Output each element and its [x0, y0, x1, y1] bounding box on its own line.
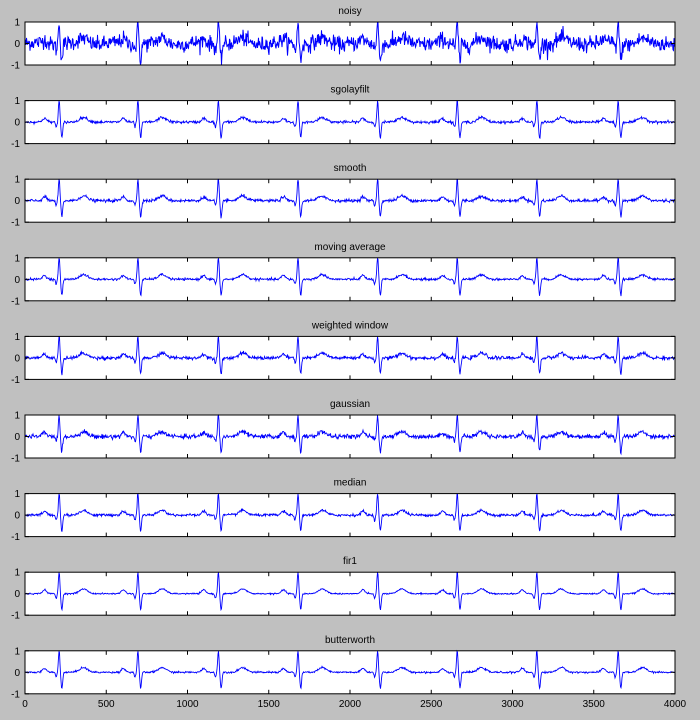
y-tick-label: 0	[14, 275, 20, 286]
y-tick-label: 1	[14, 489, 20, 500]
series-line	[24, 649, 675, 690]
series-line	[24, 178, 676, 219]
y-tick-label: 1	[14, 332, 20, 343]
x-tick-label: 2000	[339, 699, 362, 710]
y-tick-label: 1	[14, 18, 20, 29]
subplot-5: gaussian -1 0 1	[11, 399, 676, 465]
subplot-title: weighted window	[311, 320, 389, 331]
y-tick-label: -1	[11, 296, 20, 307]
subplot-title: moving average	[314, 242, 386, 253]
subplot-title: noisy	[338, 6, 361, 17]
y-tick-label: -1	[11, 689, 20, 700]
y-tick-label: 1	[14, 96, 20, 107]
y-tick-label: 0	[14, 511, 20, 522]
y-tick-label: 1	[14, 253, 20, 264]
x-tick-label: 1000	[176, 699, 199, 710]
x-tick-label: 3000	[501, 699, 524, 710]
subplot-title: fir1	[343, 556, 357, 567]
y-tick-label: 1	[14, 568, 20, 579]
subplot-4: weighted window -1 0 1	[11, 320, 676, 386]
subplot-6: median -1 0 1	[11, 478, 676, 543]
series-line	[24, 20, 676, 65]
x-tick-label: 4000	[664, 699, 687, 710]
x-tick-label: 500	[98, 699, 115, 710]
y-tick-label: 1	[14, 175, 20, 186]
y-tick-label: -1	[11, 532, 20, 543]
subplot-title: median	[334, 478, 367, 489]
y-tick-label: -1	[11, 454, 20, 465]
y-tick-label: -1	[11, 611, 20, 622]
x-tick-label: 2500	[420, 699, 443, 710]
subplot-1: sgolayfilt -1 0 1	[11, 85, 676, 150]
x-tick-label: 1500	[258, 699, 281, 710]
series-line	[24, 571, 676, 612]
y-tick-label: 0	[14, 118, 20, 129]
series-line	[24, 335, 676, 376]
subplot-2: smooth -1 0 1	[11, 163, 676, 229]
y-tick-label: 0	[14, 589, 20, 600]
plot-area	[25, 22, 675, 65]
y-tick-label: -1	[11, 375, 20, 386]
y-tick-label: 1	[14, 646, 20, 657]
y-tick-label: -1	[11, 218, 20, 229]
subplot-3: moving average -1 0 1	[11, 242, 676, 307]
subplot-7: fir1 -1 0 1	[11, 556, 676, 622]
subplot-title: butterworth	[325, 635, 375, 646]
y-tick-label: -1	[11, 61, 20, 72]
series-line	[24, 413, 676, 456]
series-line	[24, 100, 676, 139]
y-tick-label: 0	[14, 668, 20, 679]
subplot-0: noisy -1 0 1	[11, 6, 676, 72]
series-line	[25, 492, 676, 533]
subplot-title: smooth	[334, 163, 367, 174]
y-tick-label: 0	[14, 353, 20, 364]
subplot-title: gaussian	[330, 399, 370, 410]
y-tick-label: 0	[14, 39, 20, 50]
x-tick-label: 3500	[583, 699, 606, 710]
y-tick-label: 1	[14, 411, 20, 422]
x-tick-label: 0	[22, 699, 28, 710]
y-tick-label: -1	[11, 139, 20, 150]
series-line	[24, 256, 676, 297]
subplot-title: sgolayfilt	[331, 85, 370, 96]
y-tick-label: 0	[14, 432, 20, 443]
y-tick-label: 0	[14, 196, 20, 207]
